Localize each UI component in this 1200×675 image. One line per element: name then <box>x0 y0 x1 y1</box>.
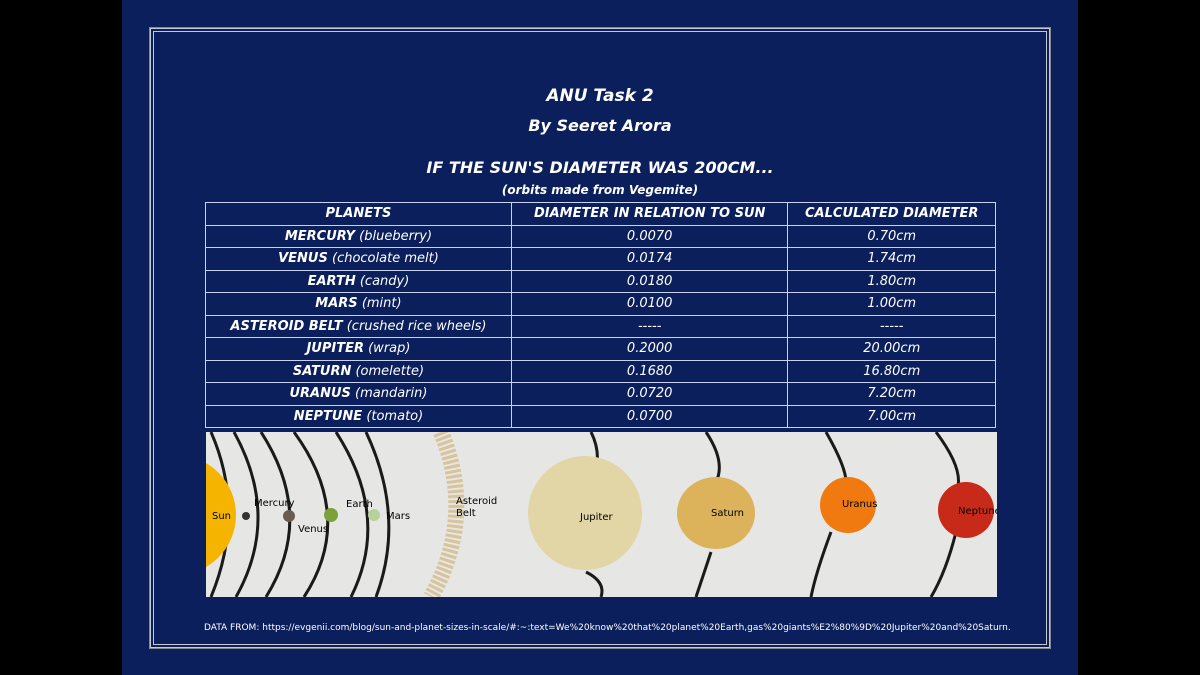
sun <box>206 463 236 567</box>
planet-note: (tomato) <box>366 408 424 424</box>
jupiter <box>528 456 642 570</box>
planet-name: EARTH <box>307 273 356 289</box>
ratio-cell: 0.0180 <box>510 269 789 293</box>
ratio-cell: 0.0720 <box>510 382 789 406</box>
mercury <box>242 512 250 520</box>
planet-name: MERCURY <box>284 228 355 244</box>
table-row: MARS (mint) 0.0100 1.00cm <box>205 292 996 316</box>
planet-name: MARS <box>315 296 358 312</box>
planet-name: SATURN <box>292 363 352 379</box>
heading: IF THE SUN'S DIAMETER WAS 200CM... <box>426 158 774 177</box>
ratio-cell: 0.0070 <box>510 224 789 248</box>
diameter-cell: 20.00cm <box>787 337 996 361</box>
table-row: JUPITER (wrap) 0.2000 20.00cm <box>205 337 996 361</box>
ratio-cell: 0.1680 <box>510 359 789 383</box>
planet-cell: NEPTUNE (tomato) <box>205 404 512 428</box>
planet-cell: SATURN (omelette) <box>205 359 512 383</box>
planet-note: (blueberry) <box>359 228 433 244</box>
uranus <box>820 477 876 533</box>
planet-name: JUPITER <box>306 341 364 357</box>
planet-name: NEPTUNE <box>293 408 363 424</box>
image-label: Uranus <box>842 499 877 510</box>
image-label: Earth <box>346 499 373 510</box>
column-header: DIAMETER IN RELATION TO SUN <box>510 202 789 226</box>
planet-cell: MERCURY (blueberry) <box>205 224 512 248</box>
image-label: Asteroid <box>456 496 497 507</box>
title: ANU Task 2 <box>546 86 654 106</box>
ratio-cell: 0.0100 <box>510 292 789 316</box>
saturn <box>677 477 755 549</box>
planet-note: (crushed rice wheels) <box>346 318 487 334</box>
table-row: EARTH (candy) 0.0180 1.80cm <box>205 269 996 293</box>
table-row: ASTEROID BELT (crushed rice wheels) -----… <box>205 314 996 338</box>
table-row: URANUS (mandarin) 0.0720 7.20cm <box>205 382 996 406</box>
image-label: Mercury <box>254 498 295 509</box>
diameter-cell: 16.80cm <box>787 359 996 383</box>
frame <box>149 27 1051 649</box>
planet-note: (omelette) <box>355 363 425 379</box>
table-row: MERCURY (blueberry) 0.0070 0.70cm <box>205 224 996 248</box>
planet-name: URANUS <box>289 386 351 402</box>
diameter-cell: 7.00cm <box>787 404 996 428</box>
ratio-cell: ----- <box>510 314 789 338</box>
diameter-cell: ----- <box>787 314 996 338</box>
planet-cell: MARS (mint) <box>205 292 512 316</box>
planet-cell: ASTEROID BELT (crushed rice wheels) <box>205 314 512 338</box>
ratio-cell: 0.2000 <box>510 337 789 361</box>
ratio-cell: 0.0174 <box>510 247 789 271</box>
subheading: (orbits made from Vegemite) <box>501 183 699 197</box>
ratio-cell: 0.0700 <box>510 404 789 428</box>
earth <box>324 508 338 522</box>
planet-note: (wrap) <box>368 341 411 357</box>
image-label: Belt <box>456 508 476 519</box>
image-label: Mars <box>386 511 410 522</box>
diameter-cell: 1.00cm <box>787 292 996 316</box>
neptune <box>938 482 994 538</box>
column-header: PLANETS <box>205 202 512 226</box>
diameter-cell: 1.74cm <box>787 247 996 271</box>
author: By Seeret Arora <box>528 116 672 135</box>
diameter-cell: 0.70cm <box>787 224 996 248</box>
planet-cell: VENUS (chocolate melt) <box>205 247 512 271</box>
asteroid-belt <box>424 432 465 597</box>
table: PLANETS DIAMETER IN RELATION TO SUN CALCUL… <box>205 202 996 428</box>
mars <box>368 509 380 521</box>
image-label: Jupiter <box>579 512 613 523</box>
diameter-cell: 7.20cm <box>787 382 996 406</box>
footer-label: DATA FROM: <box>204 623 260 633</box>
planet-note: (candy) <box>359 273 410 289</box>
image-label: Saturn <box>711 508 744 519</box>
venus <box>283 510 295 522</box>
column-header: CALCULATED DIAMETER <box>787 202 996 226</box>
image-label: Sun <box>212 511 231 522</box>
planet-name: VENUS <box>278 251 328 267</box>
table-row: NEPTUNE (tomato) 0.0700 7.00cm <box>205 404 996 428</box>
diameter-cell: 1.80cm <box>787 269 996 293</box>
footer: DATA FROM: https://evgenii.com/blog/sun-… <box>204 623 1011 633</box>
table-row: SATURN (omelette) 0.1680 16.80cm <box>205 359 996 383</box>
planet-name: ASTEROID BELT <box>230 318 343 334</box>
planet-cell: URANUS (mandarin) <box>205 382 512 406</box>
header-row: PLANETS DIAMETER IN RELATION TO SUN CALCUL… <box>205 202 996 226</box>
planet-note: (chocolate melt) <box>332 251 439 267</box>
table-row: VENUS (chocolate melt) 0.0174 1.74cm <box>205 247 996 271</box>
image-label: Venus <box>298 524 328 535</box>
planet-cell: JUPITER (wrap) <box>205 337 512 361</box>
planet-note: (mint) <box>361 296 402 312</box>
planet-note: (mandarin) <box>355 386 428 402</box>
image-label: Neptune <box>958 506 997 517</box>
footer-url: https://evgenii.com/blog/sun-and-planet-… <box>262 623 1011 633</box>
planet-cell: EARTH (candy) <box>205 269 512 293</box>
